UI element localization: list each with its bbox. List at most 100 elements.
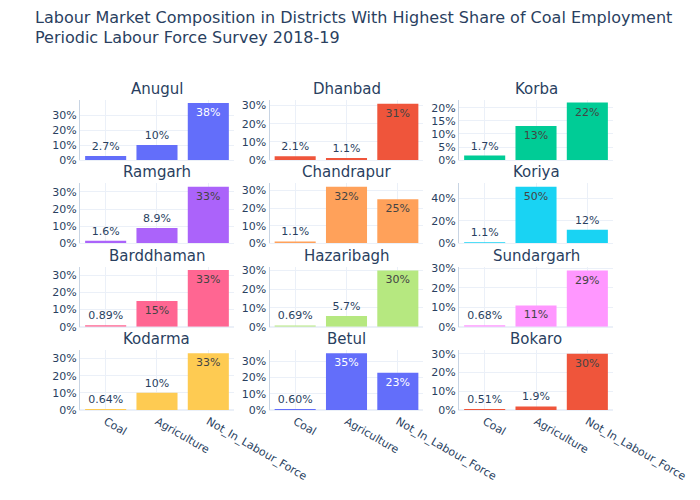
svg-text:31%: 31% [386, 107, 410, 120]
svg-text:20%: 20% [431, 282, 455, 295]
svg-text:38%: 38% [196, 106, 220, 119]
svg-text:10%: 10% [52, 387, 76, 400]
svg-text:10%: 10% [52, 303, 76, 316]
svg-text:29%: 29% [575, 274, 599, 287]
svg-text:Sundargarh: Sundargarh [493, 247, 580, 265]
svg-text:30%: 30% [242, 355, 266, 368]
svg-text:0%: 0% [249, 154, 266, 167]
svg-text:Betul: Betul [327, 330, 366, 348]
svg-text:Labour Market Composition in D: Labour Market Composition in Districts W… [35, 8, 672, 48]
svg-text:30%: 30% [431, 262, 455, 275]
svg-text:0%: 0% [59, 321, 76, 334]
svg-text:20%: 20% [52, 286, 76, 299]
svg-text:Coal: Coal [101, 415, 128, 438]
svg-text:10%: 10% [431, 385, 455, 398]
svg-text:0%: 0% [438, 404, 455, 417]
svg-text:20%: 20% [431, 366, 455, 379]
svg-text:Not_In_Labour_Force: Not_In_Labour_Force [583, 415, 688, 483]
svg-text:0.64%: 0.64% [88, 393, 123, 406]
svg-text:15%: 15% [431, 115, 455, 128]
svg-text:30%: 30% [52, 269, 76, 282]
svg-text:0%: 0% [59, 154, 76, 167]
svg-text:1.1%: 1.1% [281, 225, 309, 238]
svg-text:0%: 0% [59, 404, 76, 417]
svg-text:11%: 11% [524, 308, 548, 321]
svg-text:1.7%: 1.7% [471, 140, 499, 153]
svg-text:Koriya: Koriya [513, 163, 560, 181]
svg-text:1.6%: 1.6% [92, 225, 120, 238]
svg-text:32%: 32% [334, 190, 358, 203]
svg-text:0%: 0% [249, 404, 266, 417]
svg-text:20%: 20% [52, 370, 76, 383]
svg-text:0%: 0% [249, 237, 266, 250]
svg-text:Kodarma: Kodarma [123, 330, 190, 348]
svg-text:Dhanbad: Dhanbad [313, 80, 381, 98]
svg-text:10%: 10% [242, 136, 266, 149]
svg-text:20%: 20% [431, 102, 455, 115]
svg-text:30%: 30% [242, 99, 266, 112]
svg-text:33%: 33% [196, 273, 220, 286]
svg-text:20%: 20% [242, 371, 266, 384]
svg-text:35%: 35% [334, 356, 358, 369]
svg-text:0.60%: 0.60% [278, 393, 313, 406]
svg-text:0.51%: 0.51% [467, 393, 502, 406]
svg-text:Ramgarh: Ramgarh [123, 163, 191, 181]
svg-text:10%: 10% [145, 377, 169, 390]
svg-text:Not_In_Labour_Force: Not_In_Labour_Force [394, 415, 499, 483]
svg-text:Agriculture: Agriculture [153, 415, 212, 457]
svg-text:Coal: Coal [480, 415, 507, 438]
svg-text:0.68%: 0.68% [467, 309, 502, 322]
svg-text:0%: 0% [438, 321, 455, 334]
svg-text:33%: 33% [196, 190, 220, 203]
svg-text:2.7%: 2.7% [92, 140, 120, 153]
svg-text:1.1%: 1.1% [333, 142, 361, 155]
svg-text:Agriculture: Agriculture [342, 415, 401, 457]
svg-text:10%: 10% [145, 129, 169, 142]
svg-text:Bokaro: Bokaro [510, 330, 562, 348]
svg-text:Agriculture: Agriculture [532, 415, 591, 457]
svg-text:20%: 20% [52, 124, 76, 137]
svg-text:20%: 20% [242, 118, 266, 131]
svg-text:Barddhaman: Barddhaman [109, 247, 205, 265]
svg-text:30%: 30% [431, 348, 455, 361]
svg-text:10%: 10% [52, 139, 76, 152]
svg-text:30%: 30% [52, 186, 76, 199]
svg-text:50%: 50% [524, 190, 548, 203]
svg-text:13%: 13% [524, 129, 548, 142]
svg-text:8.9%: 8.9% [143, 212, 171, 225]
svg-text:15%: 15% [145, 304, 169, 317]
svg-text:20%: 20% [431, 215, 455, 228]
svg-text:10%: 10% [431, 301, 455, 314]
svg-text:40%: 40% [431, 192, 455, 205]
svg-text:30%: 30% [386, 273, 410, 286]
svg-text:Coal: Coal [291, 415, 318, 438]
svg-text:Korba: Korba [515, 80, 558, 98]
svg-text:20%: 20% [52, 203, 76, 216]
svg-text:30%: 30% [575, 357, 599, 370]
svg-text:1.1%: 1.1% [471, 226, 499, 239]
svg-text:30%: 30% [242, 264, 266, 277]
svg-text:0%: 0% [249, 321, 266, 334]
svg-text:0.89%: 0.89% [88, 309, 123, 322]
svg-text:10%: 10% [242, 302, 266, 315]
svg-text:22%: 22% [575, 106, 599, 119]
svg-text:0%: 0% [438, 237, 455, 250]
svg-text:Not_In_Labour_Force: Not_In_Labour_Force [204, 415, 309, 483]
svg-text:20%: 20% [242, 202, 266, 215]
svg-text:Chandrapur: Chandrapur [302, 163, 392, 181]
svg-text:1.9%: 1.9% [522, 390, 550, 403]
svg-text:10%: 10% [242, 388, 266, 401]
svg-text:10%: 10% [52, 220, 76, 233]
svg-text:0%: 0% [438, 154, 455, 167]
svg-text:10%: 10% [242, 220, 266, 233]
svg-text:2.1%: 2.1% [281, 140, 309, 153]
svg-text:33%: 33% [196, 356, 220, 369]
svg-text:0.69%: 0.69% [278, 309, 313, 322]
svg-text:10%: 10% [431, 128, 455, 141]
svg-text:30%: 30% [242, 184, 266, 197]
svg-text:20%: 20% [242, 283, 266, 296]
svg-text:25%: 25% [386, 202, 410, 215]
svg-text:Hazaribagh: Hazaribagh [304, 247, 390, 265]
svg-text:5%: 5% [438, 141, 455, 154]
svg-text:12%: 12% [575, 214, 599, 227]
